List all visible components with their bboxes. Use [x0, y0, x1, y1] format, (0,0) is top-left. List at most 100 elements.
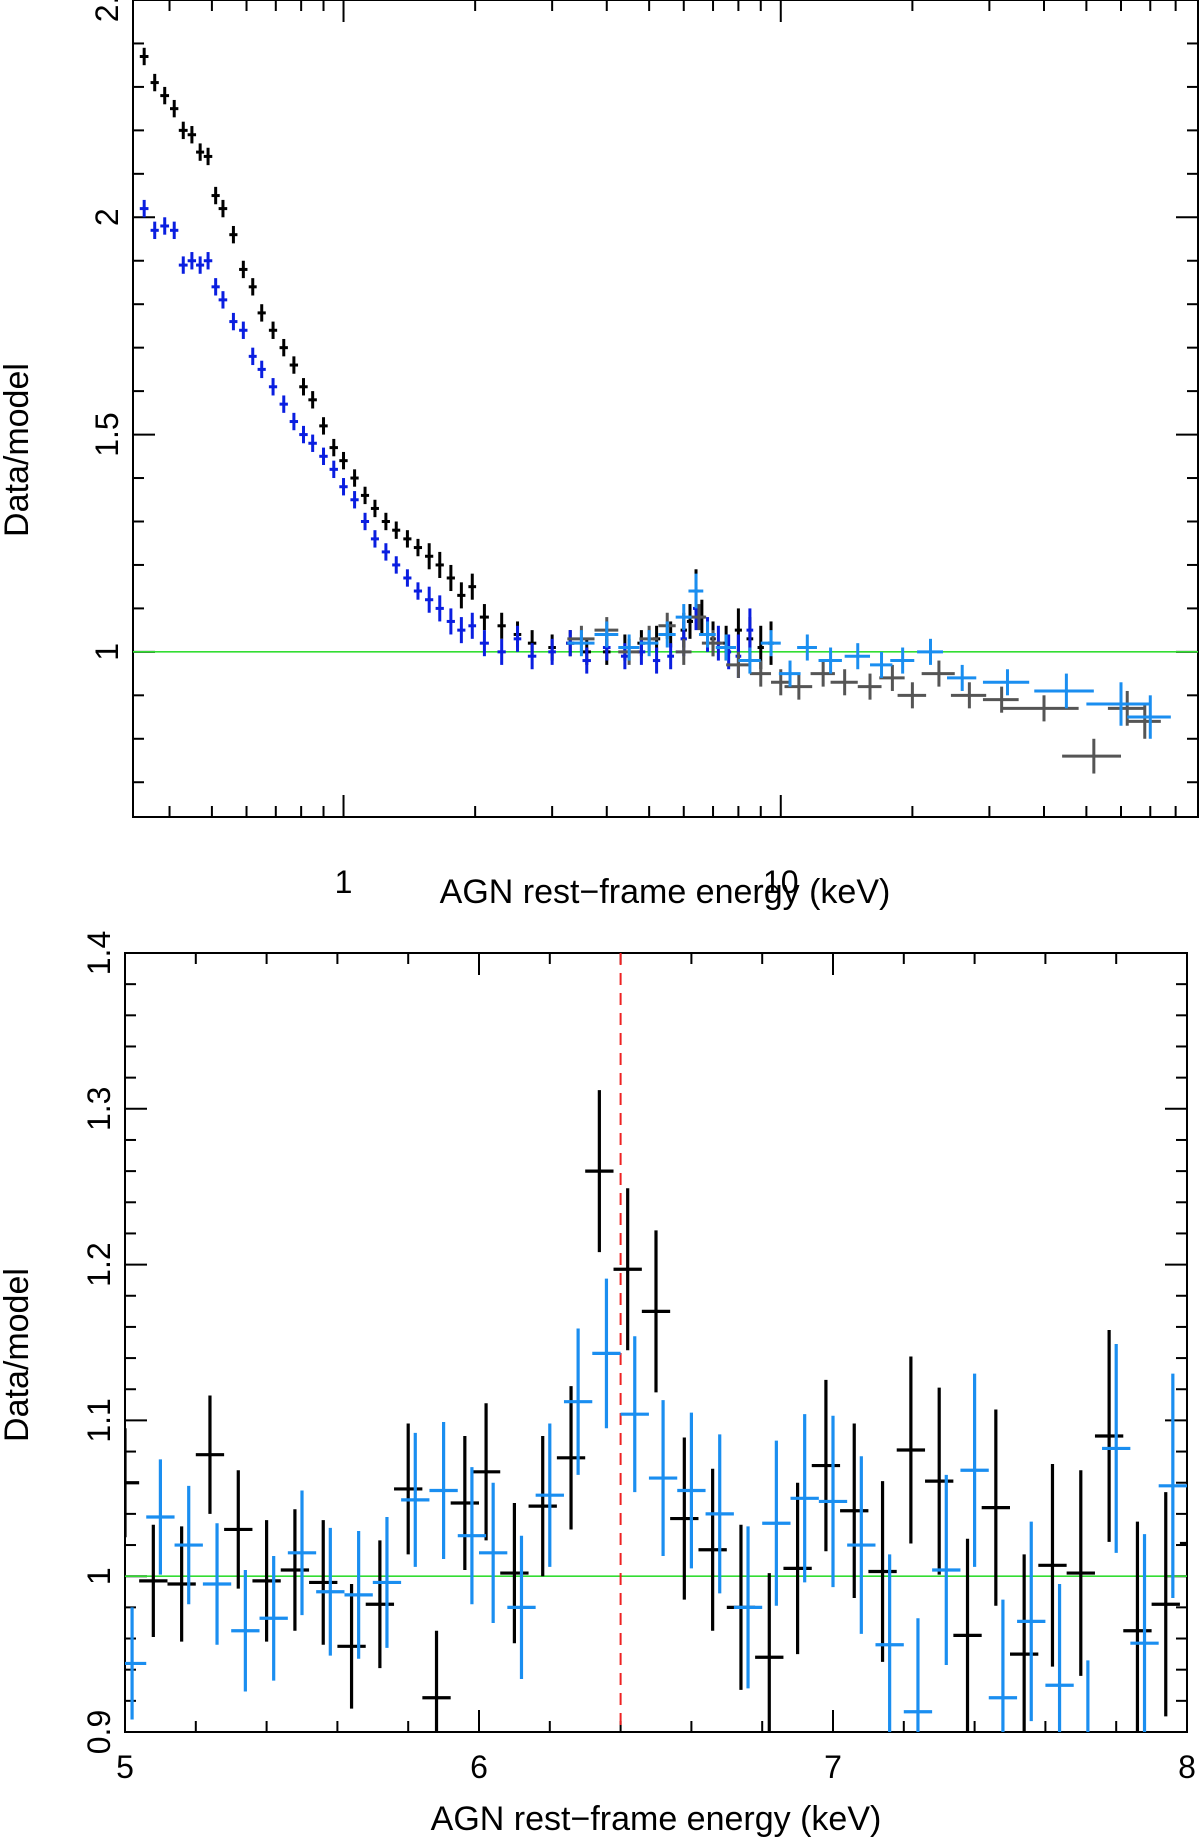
data-point	[705, 1434, 734, 1594]
data-point	[932, 1474, 961, 1666]
data-point	[691, 604, 707, 631]
data-point	[211, 186, 220, 205]
data-point	[698, 1468, 727, 1631]
data-point	[778, 660, 801, 687]
data-point	[229, 312, 238, 331]
data-point	[652, 647, 661, 674]
data-point	[139, 199, 149, 218]
data-point	[471, 1403, 501, 1541]
data-point	[879, 664, 905, 691]
data-point	[497, 638, 506, 665]
data-point	[309, 1520, 338, 1645]
y-tick-label: 2.5	[89, 0, 125, 22]
data-point	[211, 278, 220, 296]
data-point	[178, 256, 188, 274]
data-point	[1102, 1344, 1131, 1553]
data-point	[1187, 1201, 1200, 1428]
data-point	[1062, 738, 1122, 774]
data-point	[1127, 704, 1161, 739]
data-point	[875, 1554, 904, 1732]
data-point	[1179, 1541, 1187, 1546]
data-point	[1034, 673, 1094, 709]
data-point	[1045, 1583, 1074, 1732]
data-point	[582, 647, 591, 674]
data-point	[641, 1230, 671, 1393]
data-point	[196, 143, 205, 161]
data-point	[203, 147, 213, 166]
data-point	[174, 1485, 203, 1605]
x-tick-label: 10	[763, 864, 799, 900]
data-point	[1086, 1660, 1090, 1732]
data-point	[675, 604, 692, 631]
data-point	[372, 1516, 402, 1648]
data-point	[392, 556, 401, 574]
data-point	[988, 1599, 1018, 1732]
data-point	[279, 395, 288, 413]
data-point	[381, 543, 390, 561]
data-point	[950, 682, 987, 709]
data-point	[231, 1569, 260, 1692]
data-point	[403, 569, 412, 587]
series-spectrum-1	[125, 1090, 1187, 1732]
data-point	[890, 647, 915, 674]
data-point	[403, 530, 412, 548]
data-point	[446, 608, 455, 635]
data-point	[818, 647, 842, 674]
data-point	[618, 634, 640, 661]
data-point	[468, 573, 477, 600]
data-point	[413, 538, 423, 557]
x-tick-label: 8	[1178, 1749, 1196, 1785]
data-point	[903, 1618, 933, 1732]
data-point	[339, 451, 348, 470]
x-axis-title: AGN rest−frame energy (keV)	[440, 873, 891, 911]
data-point	[257, 304, 266, 322]
data-point	[370, 530, 379, 548]
data-point	[248, 278, 257, 296]
data-point	[287, 1490, 317, 1616]
data-point	[620, 1336, 649, 1493]
series-soft-x-ray-2	[139, 199, 754, 678]
data-point	[760, 630, 781, 657]
data-point	[818, 1415, 848, 1588]
data-point	[229, 225, 238, 244]
data-point	[548, 638, 556, 665]
data-point	[783, 1482, 812, 1655]
data-point	[868, 1481, 897, 1662]
data-point	[329, 460, 338, 479]
data-point	[319, 417, 328, 435]
data-point	[844, 643, 871, 670]
data-point	[150, 73, 159, 92]
data-point	[252, 1520, 281, 1642]
data-point	[1094, 1330, 1124, 1542]
data-point	[1130, 1534, 1159, 1732]
data-point	[1158, 1373, 1187, 1599]
x-tick-label: 1	[335, 864, 353, 900]
data-point	[308, 434, 317, 452]
data-point	[1066, 1470, 1095, 1676]
series-hard-x-ray-2	[567, 573, 1171, 739]
y-tick-label: 1	[89, 643, 125, 661]
data-point	[279, 338, 288, 357]
data-point	[299, 425, 308, 444]
data-point	[350, 469, 359, 487]
data-point	[567, 630, 595, 657]
data-point	[187, 252, 197, 270]
data-point	[479, 630, 489, 657]
data-point	[513, 625, 522, 652]
data-point	[733, 1526, 763, 1689]
x-tick-label: 6	[470, 1749, 488, 1785]
data-point	[160, 86, 170, 105]
data-point	[500, 1502, 529, 1644]
data-point	[896, 1356, 926, 1544]
data-point	[435, 595, 444, 622]
axis-ticks	[133, 0, 1199, 817]
data-point	[259, 1555, 288, 1681]
data-point	[1086, 682, 1151, 726]
y-axis-title: Data/model	[0, 1268, 36, 1442]
data-point	[847, 1456, 876, 1634]
data-point	[239, 260, 248, 279]
data-point	[365, 1540, 395, 1669]
data-point	[1123, 1521, 1152, 1732]
